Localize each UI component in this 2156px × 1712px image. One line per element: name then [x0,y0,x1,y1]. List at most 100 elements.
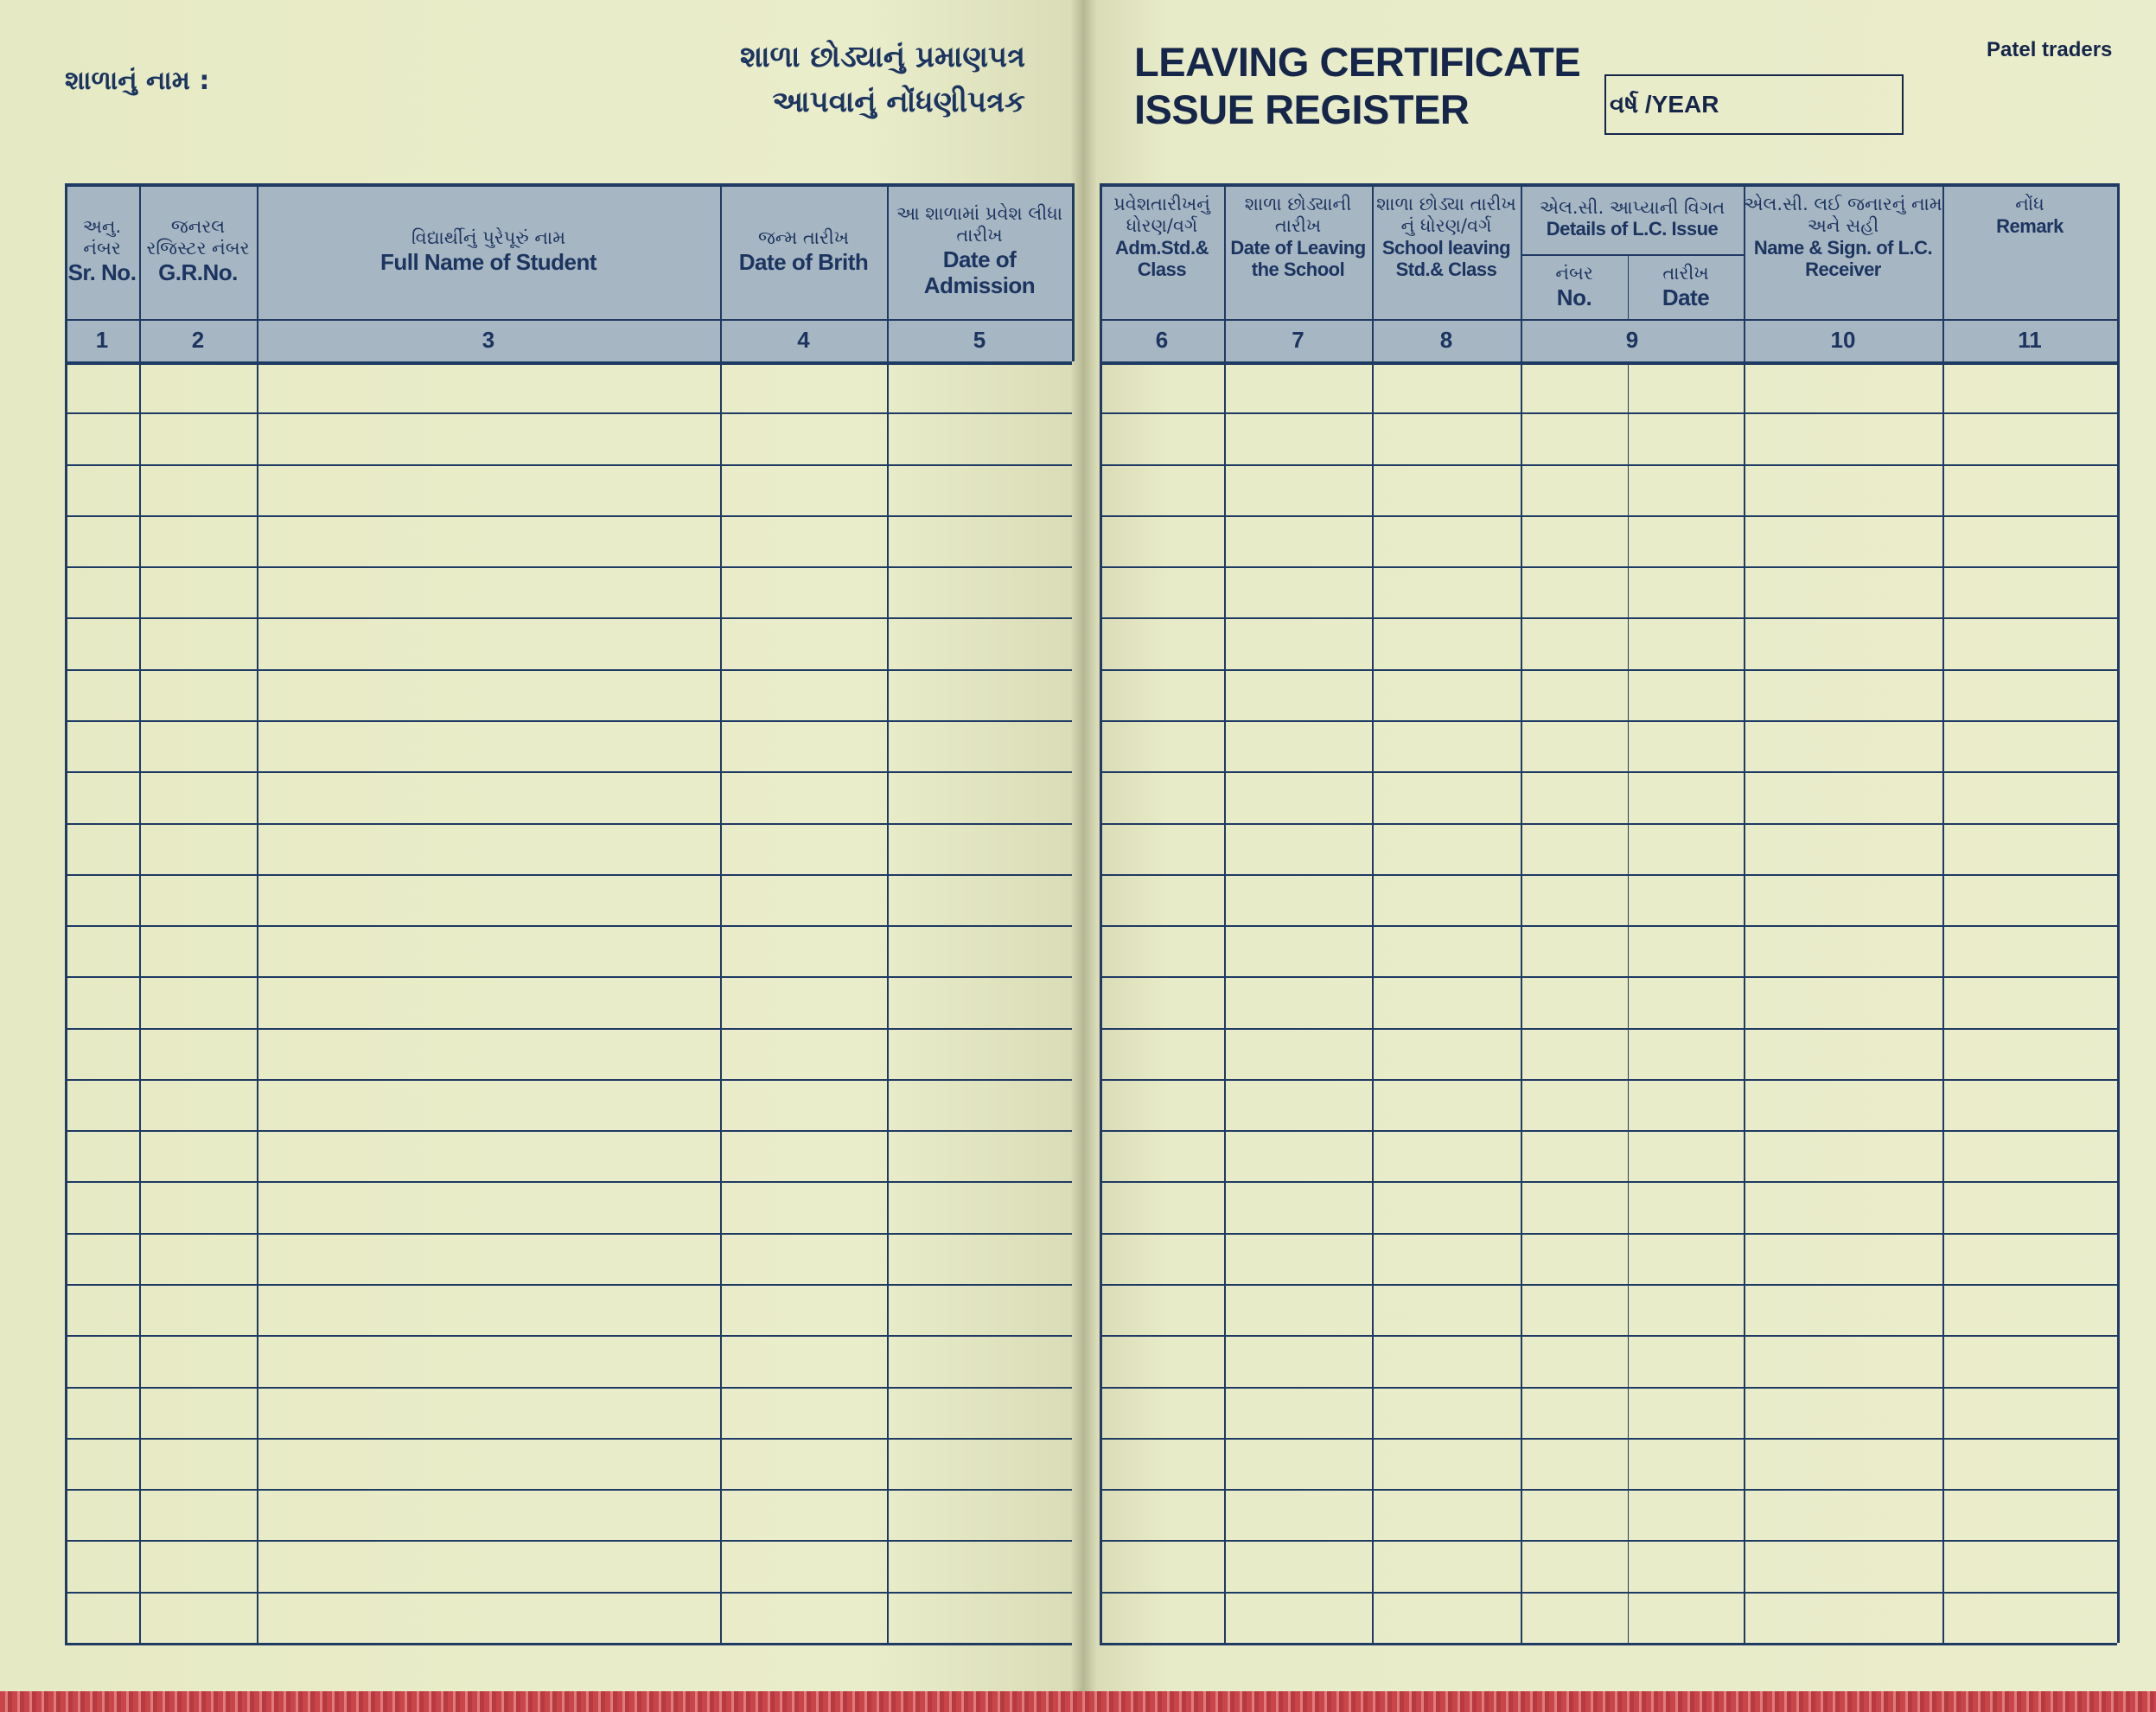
column-divider [257,183,258,1643]
table-row[interactable] [1100,361,2117,412]
table-row[interactable] [1100,1540,2117,1591]
table-row[interactable] [1100,976,2117,1027]
column-number: 11 [2018,327,2042,354]
right-row-line [1100,463,2117,466]
table-row[interactable] [65,720,1072,771]
table-row[interactable] [1100,464,2117,515]
table-row[interactable] [1100,1079,2117,1130]
tablecloth [0,1691,2156,1712]
right-row-line [1100,1027,2117,1030]
right-header-subcol-2: તારીખ Date [1628,254,1744,319]
table-row[interactable] [1100,823,2117,874]
right-row-line [1100,976,2117,979]
title-gujarati-line2: આપવાનું નોંધણીપત્રક [772,85,1025,119]
left-row-line [65,1335,1072,1338]
table-row[interactable] [65,771,1072,822]
left-header-col-2: જનરલ રજિસ્ટર નંબર G.R.No. [139,183,257,319]
left-row-line [65,976,1072,979]
year-field[interactable]: વર્ષ /YEAR [1604,74,1904,135]
table-row[interactable] [1100,1233,2117,1284]
right-header-col-8: શાળા છોડ્યા તારીખ નું ધોરણ/વર્ગ School le… [1372,183,1521,319]
column-divider [720,183,722,1643]
left-row-line [65,1181,1072,1184]
table-row[interactable] [65,1284,1072,1335]
column-divider [1100,183,1102,1643]
table-row[interactable] [65,669,1072,720]
left-header-fill [65,183,1072,361]
header-gujarati: એલ.સી. લઈ જનારનું નામ અને સહી [1744,194,1942,236]
table-row[interactable] [65,566,1072,617]
table-row[interactable] [65,1335,1072,1386]
table-row[interactable] [1100,566,2117,617]
table-row[interactable] [65,1028,1072,1079]
column-divider [1372,183,1374,1643]
table-row[interactable] [1100,771,2117,822]
table-row[interactable] [1100,1438,2117,1489]
header-gujarati: શાળા છોડ્યાની તારીખ [1244,194,1352,236]
column-number: 7 [1292,327,1304,354]
table-row[interactable] [1100,412,2117,463]
left-row-line [65,1130,1072,1133]
subcolumn-divider [1628,254,1629,319]
table-row[interactable] [65,1181,1072,1232]
title-english-line2: ISSUE REGISTER [1134,86,1470,132]
table-row[interactable] [65,1079,1072,1130]
table-row[interactable] [1100,720,2117,771]
table-row[interactable] [1100,515,2117,566]
table-row[interactable] [65,1592,1072,1643]
right-column-number-11: 11 [1942,319,2117,361]
table-row[interactable] [1100,1592,2117,1643]
table-row[interactable] [65,617,1072,668]
table-row[interactable] [65,412,1072,463]
table-row[interactable] [65,1540,1072,1591]
table-row[interactable] [1100,1387,2117,1438]
table-row[interactable] [65,823,1072,874]
column-number: 1 [95,327,109,354]
header-gujarati: એલ.સી. આપ્યાની વિગત [1539,196,1725,218]
table-row[interactable] [1100,669,2117,720]
left-row-line [65,1643,1072,1645]
table-row[interactable] [65,925,1072,976]
table-row[interactable] [1100,1181,2117,1232]
table-row[interactable] [1100,925,2117,976]
left-row-line [65,1027,1072,1030]
table-row[interactable] [1100,1284,2117,1335]
left-row-line [65,1591,1072,1594]
title-gujarati-line1: શાળા છોડ્યાનું પ્રમાણપત્ર [740,40,1025,74]
column-divider [1521,183,1522,1643]
header-english: Date [1662,284,1710,310]
table-row[interactable] [65,515,1072,566]
column-divider [1744,183,1745,1643]
column-divider [887,183,889,1643]
table-row[interactable] [1100,1489,2117,1540]
right-row-line [1100,925,2117,928]
table-row[interactable] [1100,874,2117,925]
right-numbers-bottom [1100,361,2117,365]
right-header-col-6: પ્રવેશતારીખનું ધોરણ/વર્ગ Adm.Std.& Class [1100,183,1224,319]
right-row-line [1100,1078,2117,1081]
table-row[interactable] [65,361,1072,412]
left-header-bottom [65,319,1072,321]
column-number: 9 [1625,327,1639,354]
table-row[interactable] [1100,617,2117,668]
left-header-col-1: અનુ. નંબર Sr. No. [65,183,139,319]
table-row[interactable] [65,1233,1072,1284]
column-number: 10 [1830,327,1856,354]
right-row-line [1100,822,2117,825]
table-row[interactable] [65,1387,1072,1438]
table-row[interactable] [1100,1130,2117,1181]
table-row[interactable] [65,976,1072,1027]
right-row-line [1100,1130,2117,1133]
table-row[interactable] [1100,1335,2117,1386]
table-row[interactable] [65,1489,1072,1540]
left-row-line [65,463,1072,466]
right-row-line [1100,1335,2117,1338]
table-row[interactable] [65,1438,1072,1489]
table-row[interactable] [1100,1028,2117,1079]
header-gujarati: જનરલ રજિસ્ટર નંબર [146,216,250,259]
table-row[interactable] [65,874,1072,925]
table-row[interactable] [65,1130,1072,1181]
table-row[interactable] [65,464,1072,515]
header-gujarati: જન્મ તારીખ [757,227,850,248]
header-english: Adm.Std.& Class [1115,236,1209,281]
